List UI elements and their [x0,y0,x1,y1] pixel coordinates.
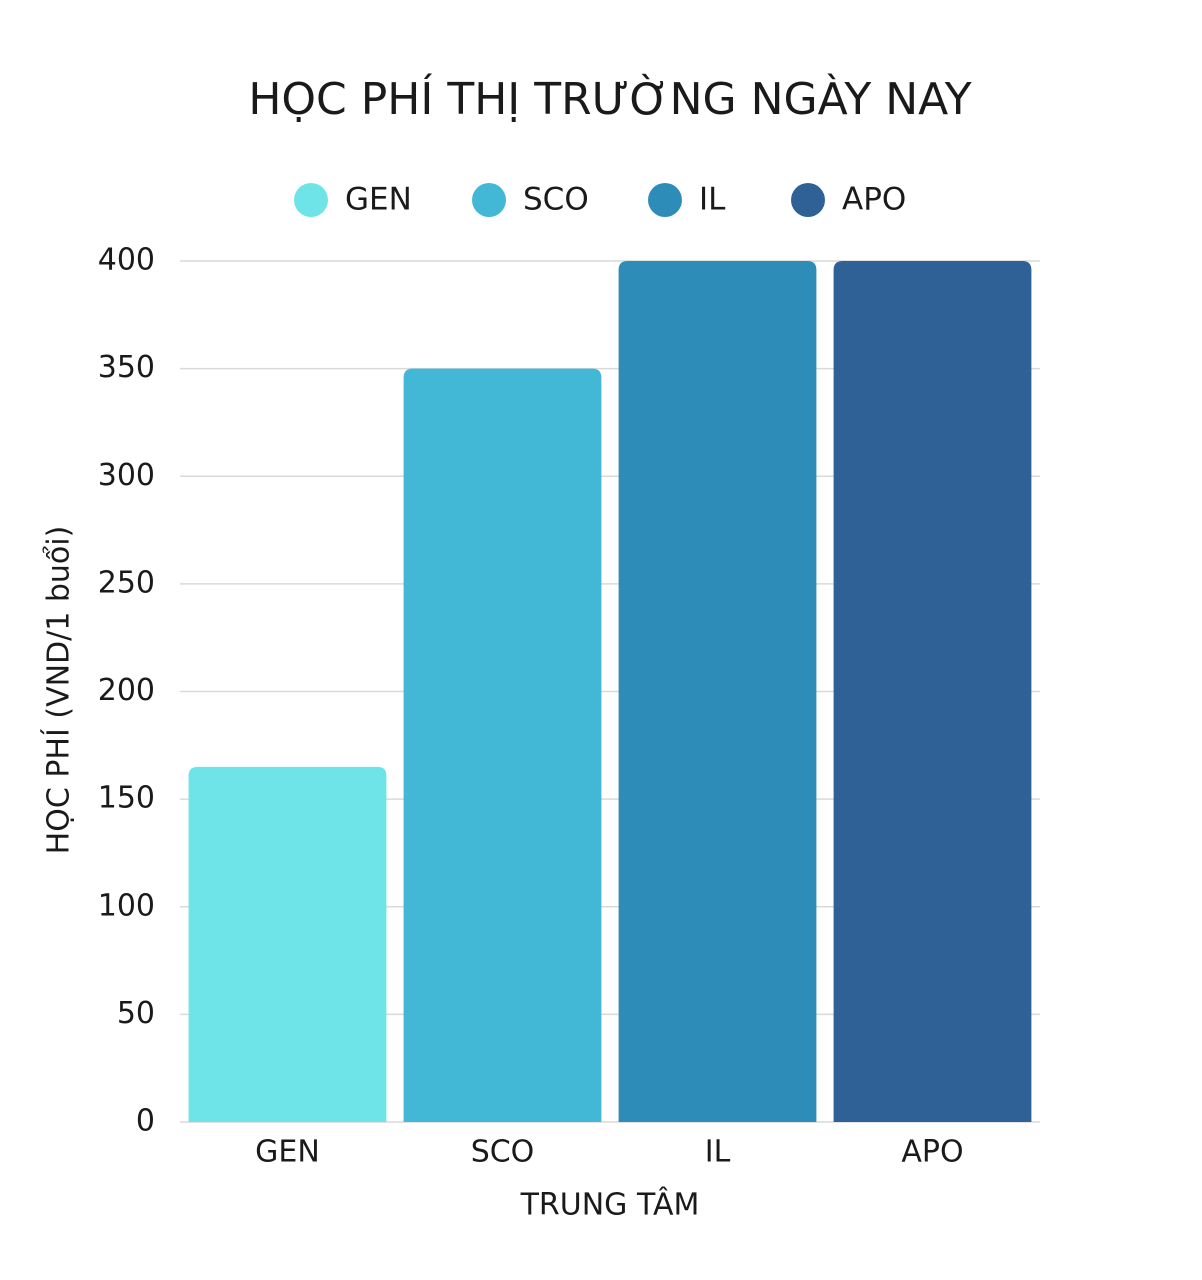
x-tick-label: IL [705,1135,731,1170]
y-tick-label: 250 [98,565,155,600]
x-tick-label: SCO [471,1135,535,1170]
legend-marker [472,183,506,217]
legend-label: GEN [345,182,412,218]
x-axis-title: TRUNG TÂM [520,1187,700,1223]
y-axis-title: HỌC PHÍ (VND/1 buổi) [41,526,77,855]
x-tick-label: APO [901,1135,963,1170]
y-tick-label: 400 [98,243,155,278]
bar [188,766,387,1122]
bar [618,261,817,1122]
y-tick-label: 150 [98,781,155,816]
chart-title: HỌC PHÍ THỊ TRƯỜNG NGÀY NAY [248,72,971,125]
bar [833,261,1032,1122]
y-tick-label: 0 [136,1104,155,1139]
legend-marker [294,183,328,217]
y-tick-label: 100 [98,888,155,923]
y-tick-label: 300 [98,458,155,493]
y-tick-label: 50 [117,996,155,1031]
legend-label: APO [842,182,906,218]
x-tick-label: GEN [255,1135,320,1170]
y-tick-label: 200 [98,673,155,708]
bar [403,368,602,1122]
legend-label: SCO [523,182,589,218]
y-tick-label: 350 [98,350,155,385]
legend-label: IL [699,182,726,218]
legend-marker [648,183,682,217]
legend-marker [791,183,825,217]
